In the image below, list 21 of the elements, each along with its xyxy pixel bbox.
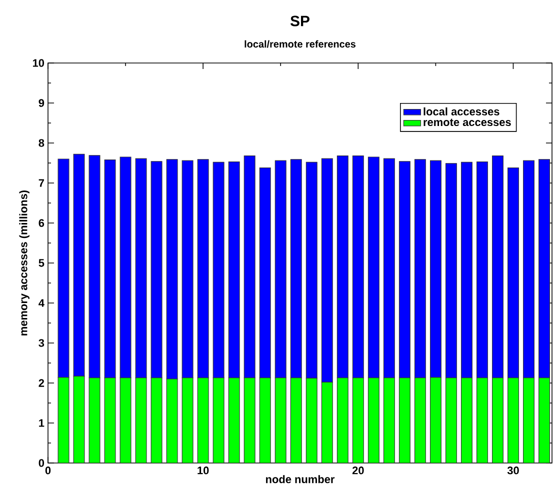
y-tick-label: 4 [38, 299, 44, 307]
chart-subtitle: local/remote references [244, 40, 356, 48]
y-tick-label: 1 [39, 419, 44, 427]
y-tick-label: 2 [38, 379, 44, 387]
y-tick-label: 5 [38, 259, 44, 267]
y-tick-label: 3 [38, 339, 44, 347]
x-axis-title: node number [266, 475, 335, 484]
x-tick-label: 30 [507, 466, 519, 474]
y-tick-label: 6 [38, 219, 44, 227]
y-axis-title: memory accesses (millions) [19, 190, 30, 336]
y-tick-label: 9 [38, 99, 44, 107]
x-tick-label: 0 [45, 466, 51, 474]
legend-label: local accesses [424, 107, 500, 116]
y-tick-label: 8 [38, 139, 44, 147]
y-tick-label: 0 [38, 459, 44, 467]
y-tick-label: 10 [32, 59, 44, 67]
x-tick-label: 20 [352, 466, 364, 474]
x-tick-label: 10 [198, 466, 209, 474]
chart-title: SP [290, 16, 310, 26]
y-tick-label: 7 [38, 179, 44, 187]
legend-label: remote accesses [424, 118, 511, 126]
